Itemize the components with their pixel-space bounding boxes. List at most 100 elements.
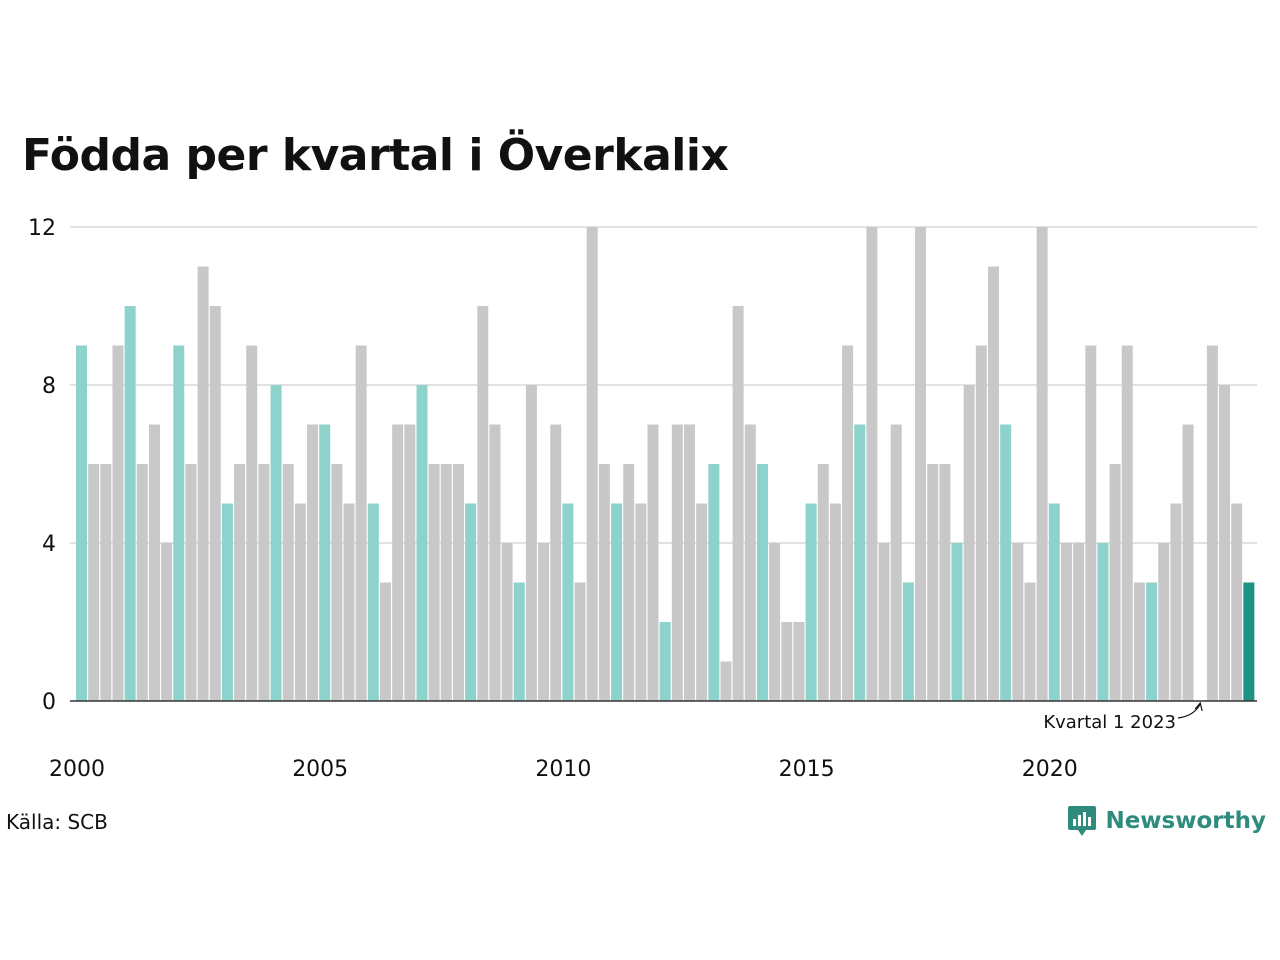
bar [477, 306, 489, 701]
bar [440, 464, 452, 701]
bar [148, 424, 160, 701]
bar [1182, 424, 1194, 701]
bar [1073, 543, 1085, 701]
annotation-label: Kvartal 1 2023 [1043, 712, 1176, 733]
bar [380, 582, 391, 701]
y-tick-label: 4 [42, 532, 56, 557]
chart-title: Födda per kvartal i Överkalix [22, 130, 729, 181]
annotation-arrow [1177, 703, 1201, 719]
bar [258, 464, 270, 701]
bar [307, 424, 319, 701]
bar [1085, 345, 1097, 701]
bar [1060, 543, 1072, 701]
bar [1024, 582, 1036, 701]
bar [878, 543, 890, 701]
bar [538, 543, 550, 701]
bar [1048, 503, 1060, 701]
bar [343, 503, 355, 701]
bar [282, 464, 294, 701]
bar [574, 582, 586, 701]
brand-name: Newsworthy [1105, 808, 1266, 834]
bar [1036, 227, 1048, 701]
bar [1243, 582, 1255, 701]
bar [100, 464, 112, 701]
bar [501, 543, 513, 701]
y-tick-label: 12 [28, 216, 56, 241]
bar [1097, 543, 1109, 701]
x-tick-label: 2015 [779, 757, 835, 782]
bar [513, 582, 525, 701]
bar [963, 385, 975, 701]
bar [829, 503, 841, 701]
bar [1231, 503, 1243, 701]
bar [246, 345, 258, 701]
annotation-arrowhead [1194, 701, 1203, 712]
bar [185, 464, 197, 701]
bar [635, 503, 647, 701]
bar [112, 345, 124, 701]
bar [1012, 543, 1024, 701]
newsworthy-logo-icon [1068, 806, 1097, 836]
bar [173, 345, 185, 701]
bar [88, 464, 100, 701]
bar [1146, 582, 1158, 701]
bar [684, 424, 695, 701]
bar [294, 503, 306, 701]
bar [404, 424, 416, 701]
bar [915, 227, 927, 701]
bar [671, 424, 683, 701]
bar [136, 464, 148, 701]
bar [793, 622, 805, 701]
bar [769, 543, 781, 701]
bar [586, 227, 598, 701]
bar [367, 503, 379, 701]
bar [951, 543, 963, 701]
bar [221, 503, 233, 701]
bar [1133, 582, 1145, 701]
bar [331, 464, 343, 701]
bar [817, 464, 829, 701]
bar [647, 424, 659, 701]
bar [525, 385, 537, 701]
bar [355, 345, 367, 701]
y-tick-label: 0 [42, 690, 56, 715]
bar [489, 424, 501, 701]
newsworthy-logo[interactable]: Newsworthy [1067, 804, 1266, 838]
bar [1109, 464, 1121, 701]
bar [197, 266, 209, 701]
bar [1206, 345, 1218, 701]
bar [623, 464, 635, 701]
source-note: Källa: SCB [6, 810, 108, 834]
bar [1170, 503, 1182, 701]
bar [854, 424, 866, 701]
bar [234, 464, 246, 701]
x-tick-label: 2005 [292, 757, 348, 782]
y-tick-label: 8 [42, 374, 56, 399]
bar [562, 503, 574, 701]
bar [975, 345, 987, 701]
x-tick-label: 2000 [49, 757, 105, 782]
bar [1121, 345, 1133, 701]
bar [939, 464, 951, 701]
bar [1219, 385, 1231, 701]
bar [319, 424, 331, 701]
bar [428, 464, 440, 701]
axes: 2000 2005 2010 2015 2020 [49, 700, 1257, 782]
bar [1000, 424, 1012, 701]
bar [270, 385, 282, 701]
bar [161, 543, 173, 701]
x-tick-label: 2020 [1022, 757, 1078, 782]
bar [124, 306, 136, 701]
annotation: Kvartal 1 2023 [1043, 701, 1203, 733]
bar [902, 582, 914, 701]
bar [1158, 543, 1170, 701]
bar [744, 424, 756, 701]
bars [76, 227, 1255, 701]
bar [842, 345, 854, 701]
bar [866, 227, 878, 701]
bar [805, 503, 817, 701]
bar [452, 464, 464, 701]
bar [550, 424, 562, 701]
bar [927, 464, 939, 701]
